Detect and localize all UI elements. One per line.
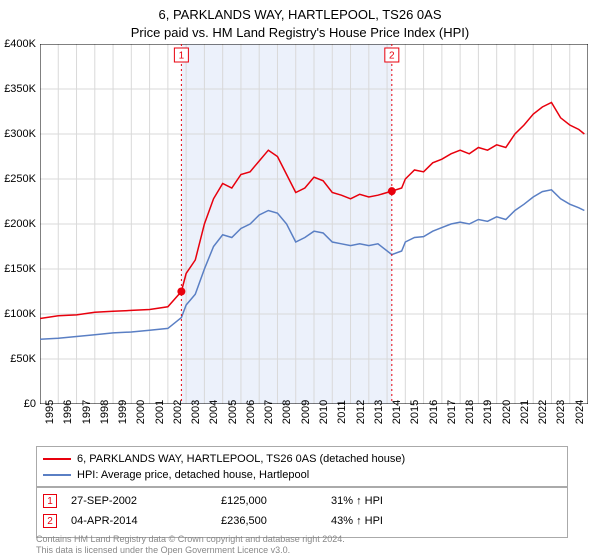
sale-marker-icon: 1	[43, 494, 57, 508]
sale-row: 1 27-SEP-2002£125,00031% ↑ HPI	[43, 491, 561, 511]
y-tick-label: £150K	[0, 263, 36, 275]
y-tick-label: £100K	[0, 308, 36, 320]
x-tick-label: 2020	[501, 400, 513, 424]
sale-price: £236,500	[221, 515, 331, 527]
sale-marker-label: 1	[179, 51, 185, 62]
x-tick-label: 2024	[574, 400, 586, 424]
x-tick-label: 2019	[482, 400, 494, 424]
sale-hpi: 31% ↑ HPI	[331, 495, 561, 507]
x-tick-label: 2006	[245, 400, 257, 424]
x-tick-label: 2005	[227, 400, 239, 424]
sale-dot	[388, 187, 396, 195]
x-tick-label: 1996	[62, 400, 74, 424]
x-tick-label: 2021	[519, 400, 531, 424]
legend-label: HPI: Average price, detached house, Hart…	[77, 469, 309, 481]
chart-svg: 12	[40, 44, 588, 404]
x-tick-label: 2007	[263, 400, 275, 424]
title-address: 6, PARKLANDS WAY, HARTLEPOOL, TS26 0AS	[0, 6, 600, 24]
x-tick-label: 2015	[409, 400, 421, 424]
legend-swatch	[43, 458, 71, 460]
x-tick-label: 2013	[373, 400, 385, 424]
x-tick-label: 2022	[537, 400, 549, 424]
title-block: 6, PARKLANDS WAY, HARTLEPOOL, TS26 0AS P…	[0, 0, 600, 41]
sale-row: 2 04-APR-2014£236,50043% ↑ HPI	[43, 511, 561, 531]
x-tick-label: 1998	[99, 400, 111, 424]
sale-hpi: 43% ↑ HPI	[331, 515, 561, 527]
x-tick-label: 2018	[464, 400, 476, 424]
x-tick-label: 1997	[81, 400, 93, 424]
x-tick-label: 2014	[391, 400, 403, 424]
x-tick-label: 2017	[446, 400, 458, 424]
legend-item: 6, PARKLANDS WAY, HARTLEPOOL, TS26 0AS (…	[43, 451, 561, 467]
y-tick-label: £400K	[0, 38, 36, 50]
sale-date: 27-SEP-2002	[71, 495, 221, 507]
x-tick-label: 2011	[336, 400, 348, 424]
legend: 6, PARKLANDS WAY, HARTLEPOOL, TS26 0AS (…	[36, 446, 568, 488]
legend-item: HPI: Average price, detached house, Hart…	[43, 467, 561, 483]
page: 6, PARKLANDS WAY, HARTLEPOOL, TS26 0AS P…	[0, 0, 600, 560]
legend-label: 6, PARKLANDS WAY, HARTLEPOOL, TS26 0AS (…	[77, 453, 405, 465]
x-tick-label: 2002	[172, 400, 184, 424]
sales-panel: 1 27-SEP-2002£125,00031% ↑ HPI 2 04-APR-201…	[36, 486, 568, 538]
x-tick-label: 1995	[44, 400, 56, 424]
sale-marker-label: 2	[389, 51, 395, 62]
title-subtitle: Price paid vs. HM Land Registry's House …	[0, 24, 600, 42]
sale-date: 04-APR-2014	[71, 515, 221, 527]
chart: £0£50K£100K£150K£200K£250K£300K£350K£400…	[40, 44, 588, 404]
x-tick-label: 2000	[135, 400, 147, 424]
footer-line-2: This data is licensed under the Open Gov…	[36, 545, 568, 556]
sale-marker-icon: 2	[43, 514, 57, 528]
legend-swatch	[43, 474, 71, 476]
x-tick-label: 2016	[428, 400, 440, 424]
x-tick-label: 2008	[281, 400, 293, 424]
footer-line-1: Contains HM Land Registry data © Crown c…	[36, 534, 568, 545]
sale-dot	[177, 288, 185, 296]
x-tick-label: 2009	[300, 400, 312, 424]
y-tick-label: £0	[0, 398, 36, 410]
sale-price: £125,000	[221, 495, 331, 507]
x-tick-label: 1999	[117, 400, 129, 424]
x-tick-label: 2001	[154, 400, 166, 424]
y-tick-label: £50K	[0, 353, 36, 365]
y-tick-label: £250K	[0, 173, 36, 185]
y-tick-label: £350K	[0, 83, 36, 95]
x-tick-label: 2004	[208, 400, 220, 424]
x-tick-label: 2010	[318, 400, 330, 424]
y-tick-label: £300K	[0, 128, 36, 140]
x-tick-label: 2023	[555, 400, 567, 424]
y-tick-label: £200K	[0, 218, 36, 230]
footer: Contains HM Land Registry data © Crown c…	[36, 534, 568, 556]
x-tick-label: 2012	[355, 400, 367, 424]
x-tick-label: 2003	[190, 400, 202, 424]
